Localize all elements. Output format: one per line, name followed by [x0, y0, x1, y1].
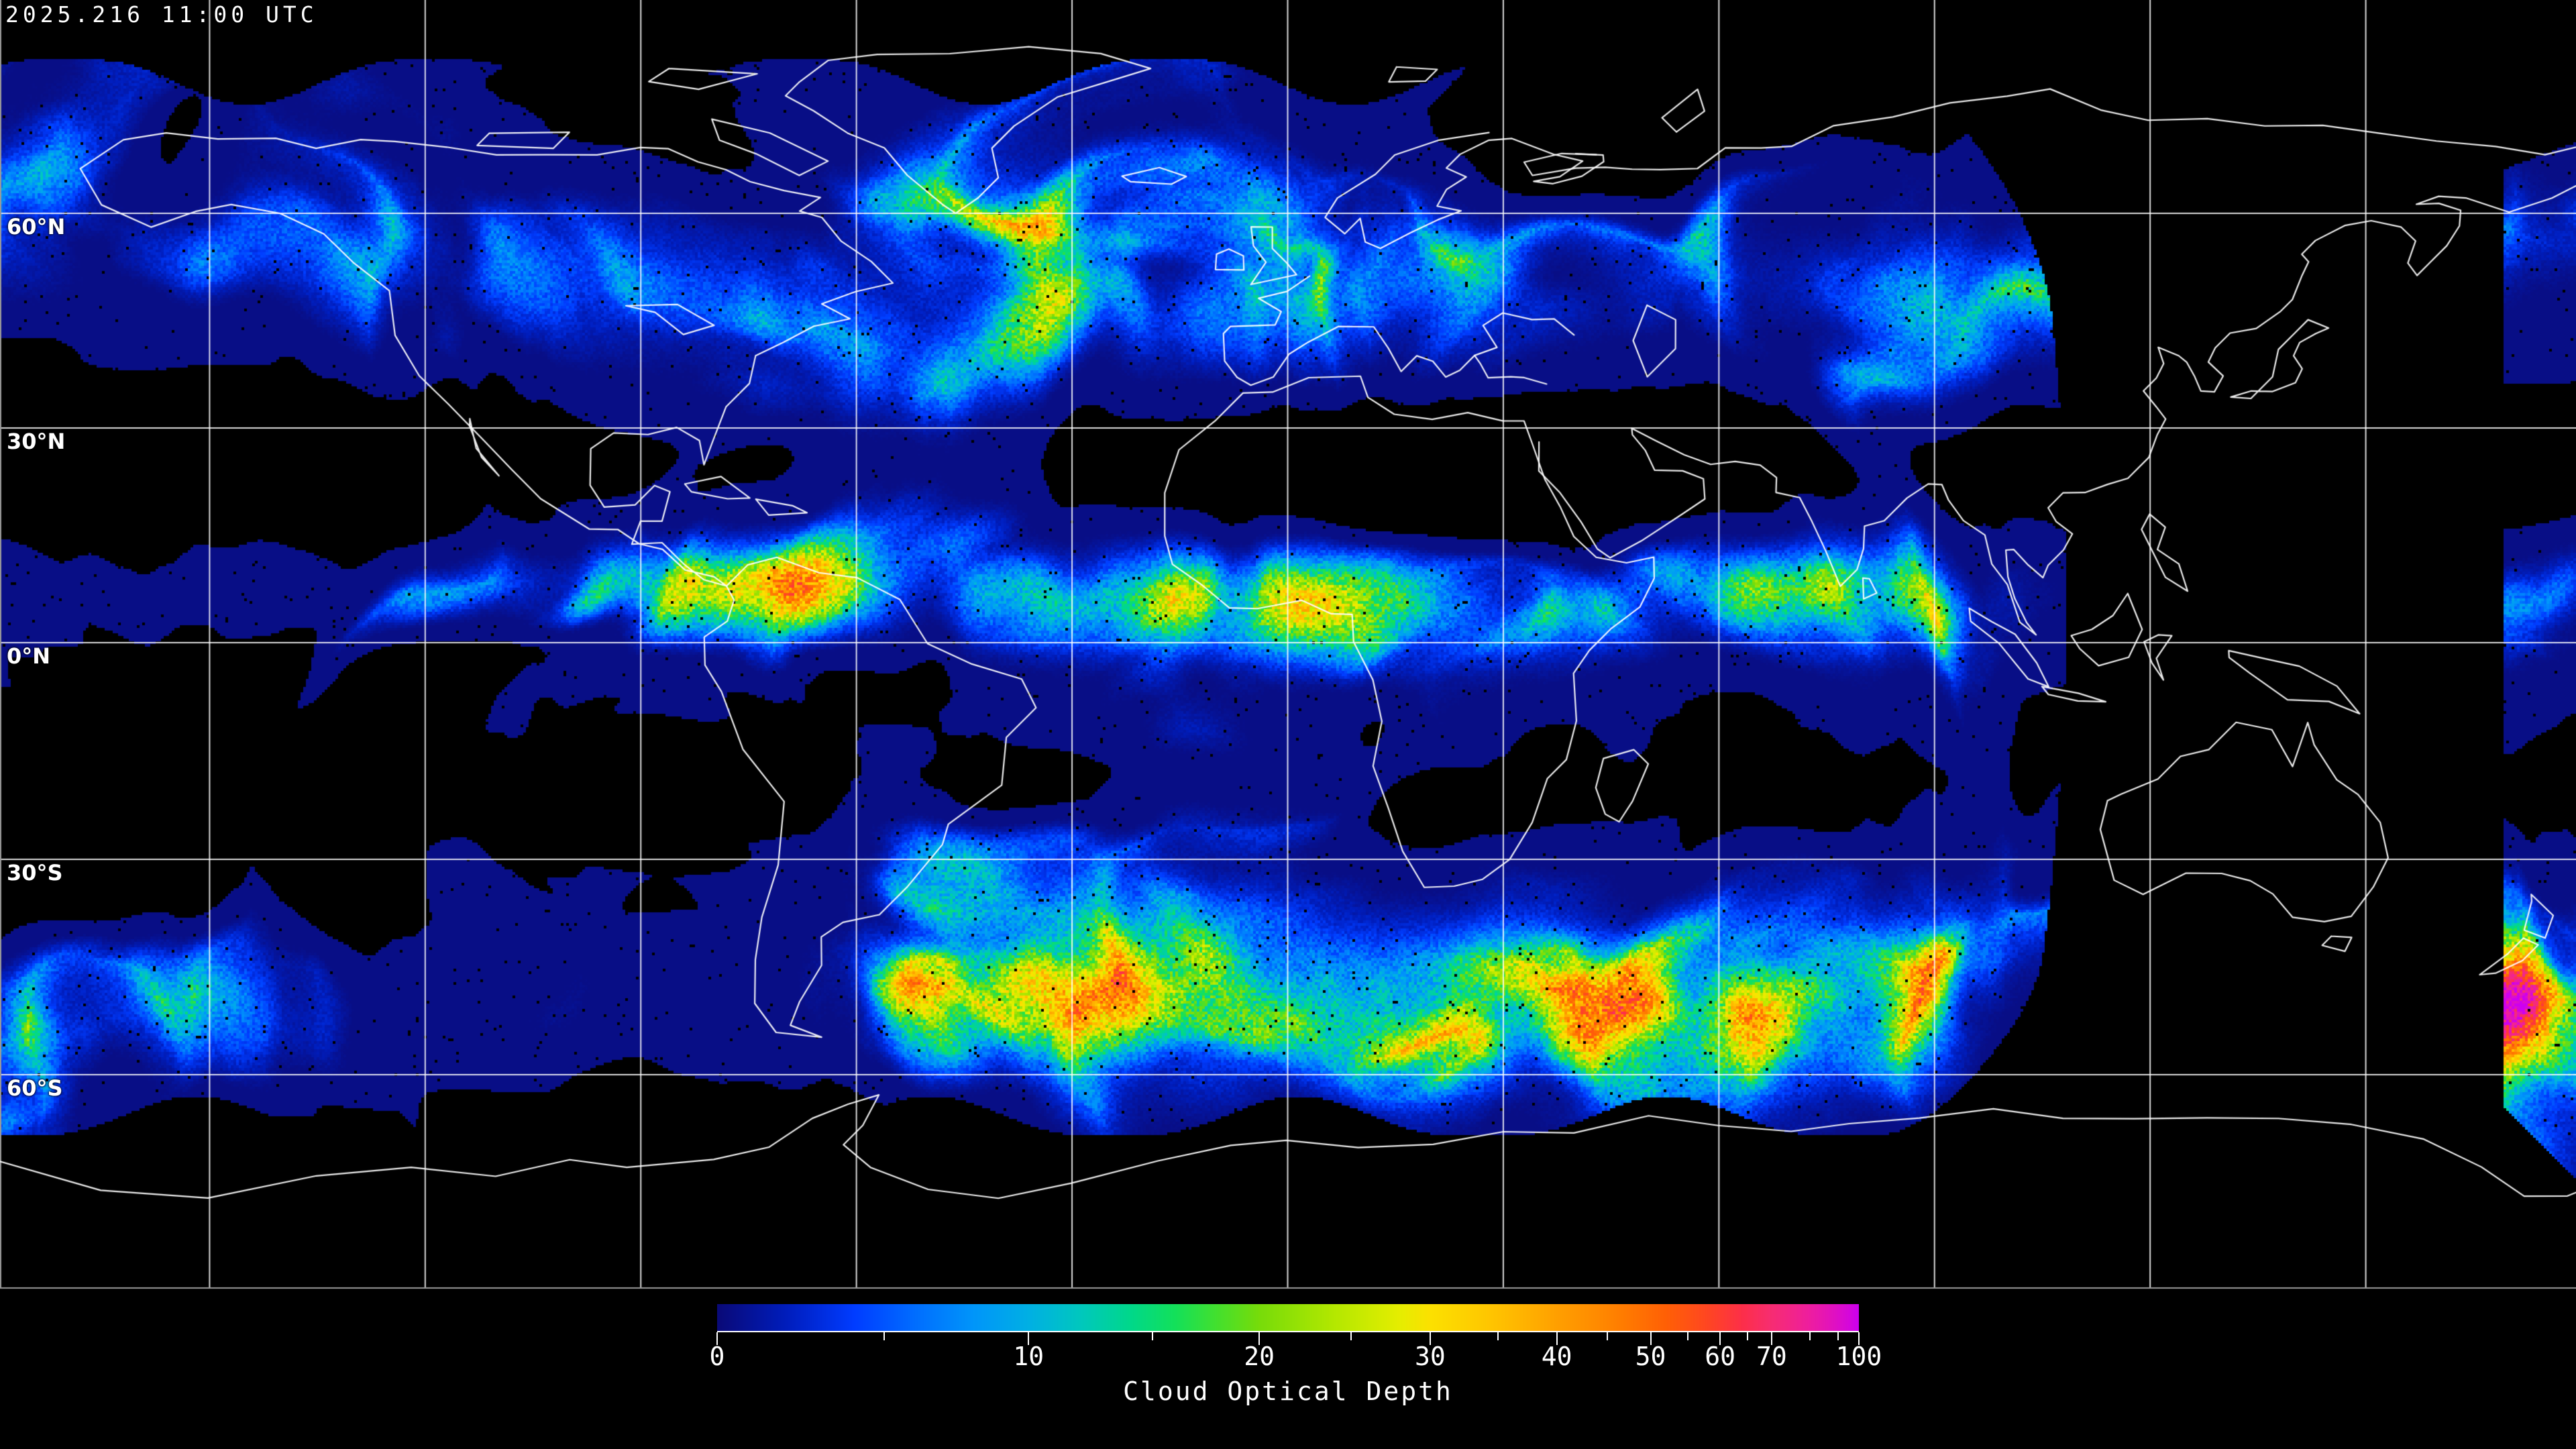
colorbar-minor-tick: [1837, 1332, 1839, 1340]
colorbar-major-tick: [1770, 1332, 1772, 1345]
latitude-label: 30°N: [7, 429, 66, 454]
colorbar-major-tick: [1258, 1332, 1260, 1345]
colorbar-tick-label: 40: [1541, 1342, 1572, 1371]
colorbar-minor-tick: [1350, 1332, 1352, 1340]
colorbar-major-tick: [716, 1332, 718, 1345]
colorbar-major-tick: [1556, 1332, 1558, 1345]
colorbar-tick-label: 70: [1756, 1342, 1787, 1371]
colorbar-major-tick: [1429, 1332, 1431, 1345]
colorbar-minor-tick: [1497, 1332, 1499, 1340]
colorbar-title: Cloud Optical Depth: [1123, 1377, 1453, 1406]
latitude-label: 60°N: [7, 214, 66, 239]
colorbar-tick-label: 0: [709, 1342, 725, 1371]
latitude-label: 30°S: [7, 860, 63, 885]
colorbar-minor-tick: [1687, 1332, 1689, 1340]
colorbar-major-tick: [1650, 1332, 1652, 1345]
colorbar-minor-tick: [1809, 1332, 1811, 1340]
colorbar-tick-label: 100: [1835, 1342, 1882, 1371]
colorbar-major-tick: [1858, 1332, 1860, 1345]
colorbar-major-tick: [1028, 1332, 1030, 1345]
colorbar-minor-tick: [1606, 1332, 1608, 1340]
latitude-label: 60°S: [7, 1075, 63, 1101]
colorbar-tick-label: 50: [1635, 1342, 1666, 1371]
colorbar-tick-label: 20: [1244, 1342, 1275, 1371]
colorbar-minor-tick: [1152, 1332, 1154, 1340]
colorbar-minor-tick: [883, 1332, 885, 1340]
colorbar-axis-line: [717, 1331, 1859, 1332]
latitude-label: 0°N: [7, 643, 51, 669]
colorbar-tick-label: 60: [1705, 1342, 1735, 1371]
colorbar-major-tick: [1719, 1332, 1721, 1345]
colorbar-tick-label: 10: [1013, 1342, 1044, 1371]
timestamp-label: 2025.216 11:00 UTC: [5, 1, 318, 28]
colorbar-gradient: [717, 1304, 1859, 1331]
colorbar-minor-tick: [1747, 1332, 1749, 1340]
colorbar-tick-label: 30: [1415, 1342, 1446, 1371]
